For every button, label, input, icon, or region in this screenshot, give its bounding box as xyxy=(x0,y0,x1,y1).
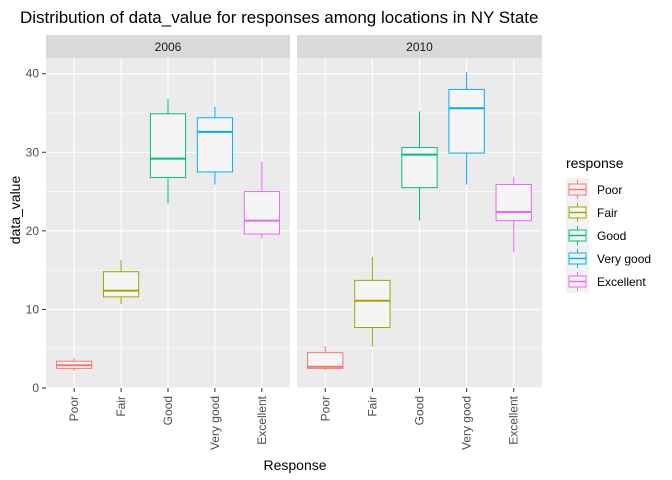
box-good xyxy=(149,98,187,204)
facet-strip-label: 2010 xyxy=(406,40,433,54)
box-iqr xyxy=(448,88,485,154)
box-iqr xyxy=(307,352,344,369)
legend-item-excellent: Excellent xyxy=(566,270,646,293)
x-tick-label: Very good xyxy=(208,396,222,450)
x-tick-label: Poor xyxy=(67,396,81,421)
x-tick-label: Good xyxy=(161,396,175,425)
facet-strip-label: 2006 xyxy=(155,40,182,54)
chart-title: Distribution of data_value for responses… xyxy=(20,8,538,27)
facet-panel-2006: 2006 Poor Fair Good Very good Excellent 0 10 20 3… xyxy=(26,35,290,450)
facet-panels: 2006 Poor Fair Good Very good Excellent 0 10 20 3… xyxy=(26,35,542,450)
legend-item-good: Good xyxy=(566,224,626,247)
y-tick-label: 40 xyxy=(26,67,40,81)
facet-strip xyxy=(46,35,290,58)
box-iqr xyxy=(354,279,391,329)
x-tick-label: Fair xyxy=(114,396,128,417)
y-tick-label: 0 xyxy=(32,381,39,395)
box-iqr xyxy=(102,271,140,298)
x-tick-label: Poor xyxy=(318,396,332,421)
box-very-good xyxy=(448,72,485,185)
x-axis-title: Response xyxy=(263,457,326,473)
box-iqr xyxy=(243,191,280,235)
box-poor xyxy=(307,346,344,370)
box-poor xyxy=(56,358,93,371)
legend-label: Good xyxy=(597,229,626,243)
box-excellent xyxy=(495,176,532,253)
x-tick-label: Fair xyxy=(365,396,379,417)
y-axis-title: data_value xyxy=(7,176,23,245)
legend-item-poor: Poor xyxy=(566,178,622,201)
y-tick-label: 30 xyxy=(26,145,40,159)
legend: response Poor Fair Good Very good Excellent xyxy=(566,155,651,293)
y-tick-label: 20 xyxy=(26,224,40,238)
legend-title: response xyxy=(566,155,624,171)
legend-label: Excellent xyxy=(597,275,646,289)
x-tick-label: Excellent xyxy=(255,395,269,444)
box-fair xyxy=(102,259,140,304)
box-iqr xyxy=(196,117,234,173)
box-iqr xyxy=(495,184,532,222)
x-tick-label: Very good xyxy=(460,396,474,450)
facet-strip xyxy=(297,35,542,58)
box-excellent xyxy=(243,161,280,239)
facet-panel-2010: 2010 Poor Fair Good Very good Excellent xyxy=(297,35,542,450)
y-tick-label: 10 xyxy=(26,302,40,316)
box-fair xyxy=(354,256,391,347)
box-very-good xyxy=(196,106,234,185)
legend-item-very-good: Very good xyxy=(566,247,651,270)
legend-label: Poor xyxy=(597,183,622,197)
box-iqr xyxy=(149,113,187,178)
legend-label: Fair xyxy=(597,206,618,220)
legend-item-fair: Fair xyxy=(566,201,618,224)
box-good xyxy=(401,111,438,221)
x-tick-label: Excellent xyxy=(507,395,521,444)
x-tick-label: Good xyxy=(413,396,427,425)
box-iqr xyxy=(401,147,438,189)
legend-label: Very good xyxy=(597,252,651,266)
